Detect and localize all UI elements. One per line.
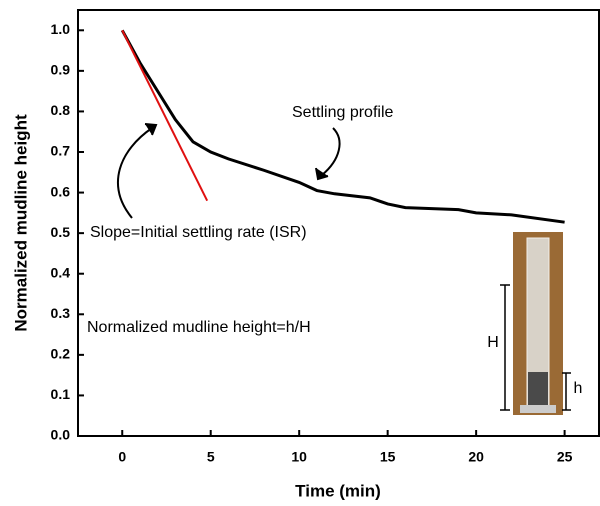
annotation: Settling profile — [292, 104, 393, 121]
annotation: H — [487, 334, 499, 351]
inset-photo — [513, 232, 563, 415]
data-line — [121, 29, 209, 202]
x-tick-label: 10 — [291, 449, 307, 465]
height-brackets — [500, 284, 571, 411]
annotation: Slope=Initial settling rate (ISR) — [90, 224, 307, 241]
x-tick-label: 5 — [207, 449, 215, 465]
arrows — [117, 123, 341, 219]
x-tick-label: 20 — [468, 449, 484, 465]
annotation: h — [574, 380, 583, 397]
plot-frame — [77, 9, 600, 437]
y-axis-label: Normalized mudline height — [11, 114, 30, 332]
annotation: Normalized mudline height=h/H — [87, 319, 311, 336]
data-line — [120, 29, 565, 224]
x-tick-label: 25 — [557, 449, 573, 465]
x-tick-label: 0 — [118, 449, 126, 465]
y-tick-label: 0.9 — [51, 62, 71, 78]
y-tick-label: 1.0 — [51, 21, 71, 37]
x-axis-label: Time (min) — [295, 481, 381, 500]
y-tick-label: 0.5 — [51, 224, 71, 240]
x-tick-label: 15 — [380, 449, 396, 465]
y-tick-label: 0.8 — [51, 102, 71, 118]
y-tick-label: 0.2 — [51, 346, 71, 362]
y-tick-label: 0.1 — [51, 386, 71, 402]
y-tick-label: 0.3 — [51, 305, 71, 321]
y-tick-label: 0.0 — [51, 427, 71, 443]
y-tick-label: 0.7 — [51, 143, 71, 159]
y-tick-label: 0.4 — [51, 264, 71, 280]
y-tick-label: 0.6 — [51, 183, 71, 199]
